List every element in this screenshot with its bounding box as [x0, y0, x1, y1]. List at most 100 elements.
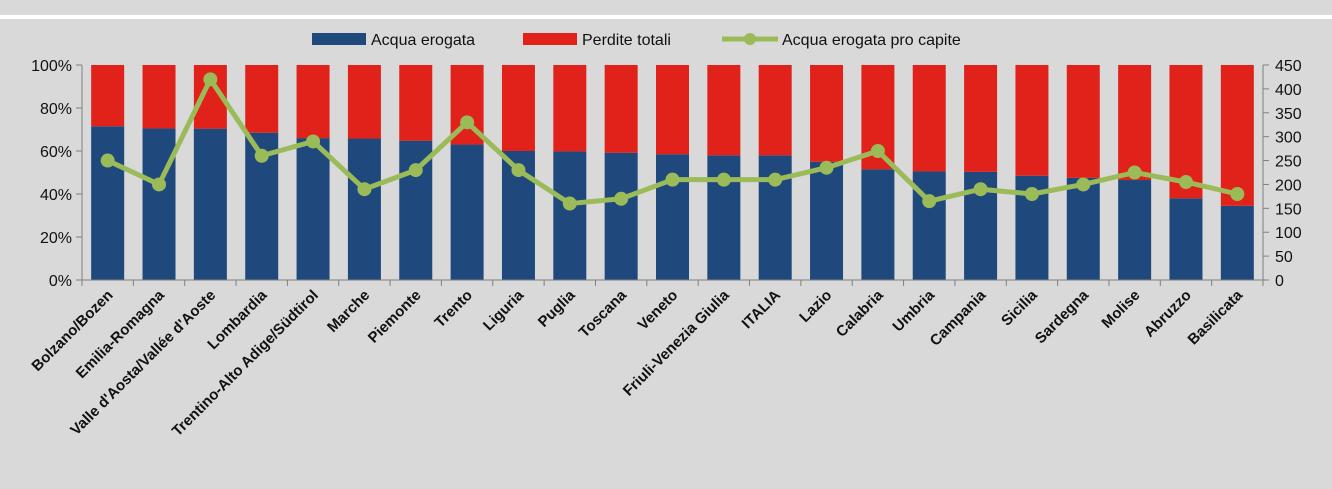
category-label: Marche [324, 287, 373, 336]
point-acqua-pro-capite [203, 72, 218, 87]
bar-acqua-erogata [810, 161, 844, 280]
y-right-tick-label: 50 [1275, 249, 1293, 266]
legend-swatch-acqua-erogata [312, 33, 366, 45]
y-left-tick-label: 20% [40, 230, 72, 247]
y-right-tick-label: 0 [1275, 273, 1284, 290]
point-acqua-pro-capite [614, 191, 629, 206]
line-series-group [100, 72, 1245, 211]
point-acqua-pro-capite [819, 160, 834, 175]
axes-group: 0% 20% 40% 60% 80% 100% 0 50 100 150 200 250 300 350 4… [31, 58, 1302, 290]
point-acqua-pro-capite [922, 194, 937, 209]
bars-group [91, 65, 1254, 281]
bar-perdite-totali [1118, 65, 1152, 181]
bar-perdite-totali [296, 65, 330, 139]
y-right-tick-label: 150 [1275, 201, 1302, 218]
point-acqua-pro-capite [562, 196, 577, 211]
point-acqua-pro-capite [1076, 177, 1091, 192]
category-label: Abruzzo [1141, 287, 1195, 341]
y-left-tick-label: 40% [40, 187, 72, 204]
y-right-tick-label: 450 [1275, 58, 1302, 75]
bar-perdite-totali [604, 65, 638, 153]
point-acqua-pro-capite [1024, 187, 1039, 201]
bar-perdite-totali [964, 65, 998, 172]
y-right-tick-label: 100 [1275, 225, 1302, 242]
point-acqua-pro-capite [254, 148, 269, 163]
bar-acqua-erogata [91, 126, 125, 281]
category-label: Liguria [480, 286, 528, 334]
y-left-tick-label: 0% [49, 273, 72, 290]
category-label: Puglia [535, 286, 579, 330]
bar-perdite-totali [912, 65, 946, 172]
point-acqua-pro-capite [511, 163, 526, 178]
category-label: Piemonte [365, 287, 425, 347]
point-acqua-pro-capite [768, 172, 783, 187]
point-acqua-pro-capite [100, 153, 115, 168]
point-acqua-pro-capite [665, 172, 680, 187]
category-label: ITALIA [739, 287, 785, 333]
bar-perdite-totali [347, 65, 381, 139]
bar-perdite-totali [707, 65, 741, 156]
y-right-tick-label: 400 [1275, 82, 1302, 99]
category-label: Emilia-Romagna [73, 286, 169, 382]
bar-acqua-erogata [1169, 198, 1203, 280]
point-acqua-pro-capite [357, 182, 372, 197]
bar-acqua-erogata [1118, 180, 1152, 280]
point-acqua-pro-capite [973, 182, 988, 197]
bar-perdite-totali [142, 65, 176, 129]
bar-acqua-erogata [1066, 177, 1100, 280]
y-right-tick-label: 200 [1275, 177, 1302, 194]
legend-label-acqua-erogata: Acqua erogata [371, 32, 475, 49]
category-label: Basilicata [1185, 286, 1247, 348]
legend-swatch-marker-acqua-pro-capite [744, 33, 756, 45]
point-acqua-pro-capite [306, 134, 321, 149]
bar-perdite-totali [758, 65, 792, 156]
bar-perdite-totali [399, 65, 433, 141]
point-acqua-pro-capite [870, 144, 885, 158]
bar-perdite-totali [1066, 65, 1100, 178]
bar-perdite-totali [91, 65, 125, 127]
legend-label-acqua-pro-capite: Acqua erogata pro capite [782, 32, 961, 49]
bar-perdite-totali [245, 65, 279, 133]
legend-swatch-perdite-totali [523, 33, 577, 45]
y-left-tick-label: 80% [40, 101, 72, 118]
category-label: Trento [431, 287, 475, 331]
category-label: Molise [1098, 287, 1143, 332]
bar-acqua-erogata [296, 138, 330, 280]
category-label: Veneto [635, 287, 682, 334]
top-rule-group [0, 15, 1332, 19]
bar-acqua-erogata [347, 138, 381, 280]
category-label: Sicilia [998, 286, 1041, 329]
point-acqua-pro-capite [716, 172, 731, 187]
category-label: Umbria [889, 286, 938, 335]
category-label: Campania [927, 286, 990, 349]
bar-perdite-totali [501, 65, 535, 151]
bar-perdite-totali [553, 65, 587, 152]
category-label: Toscana [576, 286, 631, 341]
bar-acqua-erogata [1220, 205, 1254, 280]
top-rule [0, 15, 1332, 19]
point-acqua-pro-capite [1127, 165, 1142, 180]
bar-acqua-erogata [193, 128, 227, 280]
category-label: Sardegna [1032, 286, 1093, 347]
bar-perdite-totali [1015, 65, 1049, 176]
point-acqua-pro-capite [408, 163, 423, 178]
y-left-tick-label: 60% [40, 144, 72, 161]
y-right-tick-label: 300 [1275, 130, 1302, 147]
point-acqua-pro-capite [152, 177, 167, 192]
category-label: Lazio [796, 287, 835, 326]
y-left-tick-label: 100% [31, 58, 72, 75]
point-acqua-pro-capite [1230, 187, 1245, 201]
bar-acqua-erogata [861, 169, 895, 280]
point-acqua-pro-capite [1178, 175, 1193, 190]
bar-perdite-totali [810, 65, 844, 162]
y-right-tick-label: 350 [1275, 106, 1302, 123]
bar-acqua-erogata [604, 152, 638, 280]
category-label: Calabria [833, 286, 887, 340]
bar-acqua-erogata [553, 151, 587, 280]
point-acqua-pro-capite [460, 115, 475, 130]
bar-acqua-erogata [450, 144, 484, 280]
bar-perdite-totali [1220, 65, 1254, 206]
